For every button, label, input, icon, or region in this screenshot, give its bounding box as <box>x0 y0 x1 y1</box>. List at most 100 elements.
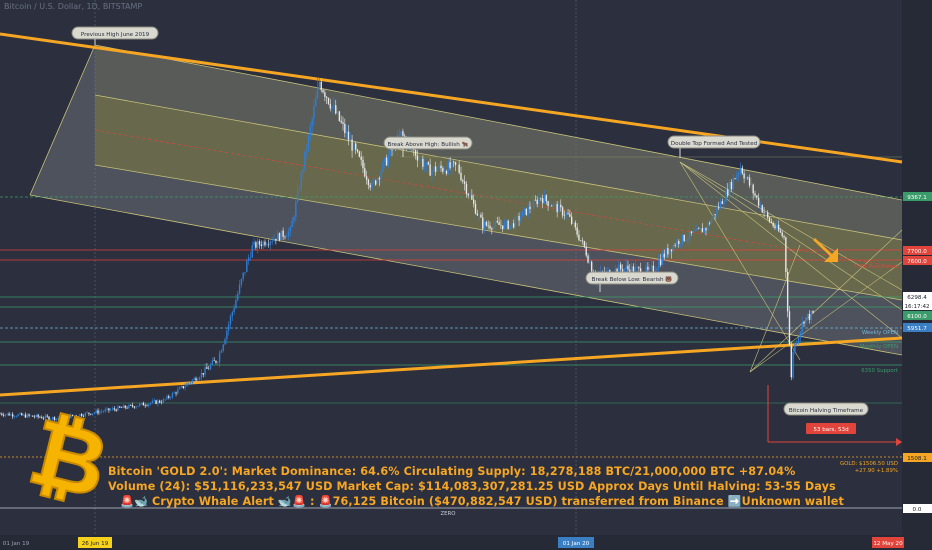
candle-body <box>146 405 148 407</box>
candle-body <box>82 416 85 417</box>
candle-body <box>344 123 346 134</box>
candle-body <box>168 396 170 398</box>
candle-body <box>723 201 725 205</box>
channel-mid-lower-line <box>94 164 903 301</box>
candle-body <box>734 178 736 180</box>
candle-body <box>812 310 814 313</box>
candle-body <box>505 220 508 223</box>
candle-body <box>652 265 655 272</box>
candle-body <box>15 416 18 417</box>
candle-body <box>534 199 537 201</box>
candle-body <box>445 171 448 174</box>
candle-body <box>324 92 326 97</box>
candle-body <box>193 378 195 380</box>
candle-body <box>494 221 497 226</box>
callout-double-top[interactable]: Double Top Formed And Tested <box>667 135 761 158</box>
candle-body <box>801 322 803 332</box>
candle-body <box>137 405 139 407</box>
candle-body <box>46 415 48 417</box>
callout-break-below-text: Break Below Low: Bearish 🐻 <box>592 275 673 283</box>
candle-body <box>482 217 484 229</box>
candle-body <box>62 415 65 419</box>
candle-body <box>425 162 428 166</box>
candle-body <box>17 414 19 417</box>
candle-body <box>237 293 239 301</box>
candle-body <box>748 177 751 186</box>
candle-body <box>440 165 442 169</box>
candle-body <box>716 207 718 215</box>
time-axis-panel[interactable] <box>0 535 932 550</box>
candle-body <box>433 166 435 171</box>
candle-body <box>358 151 361 157</box>
candle-body <box>690 231 693 234</box>
candle-body <box>794 344 796 352</box>
candle-body <box>26 414 28 418</box>
candle-body <box>730 182 733 190</box>
candle-body <box>492 225 495 230</box>
candle-body <box>215 360 217 363</box>
channel-left-edge <box>29 44 96 196</box>
channel-upper-fill <box>95 45 902 240</box>
stats-line-1: Bitcoin 'GOLD 2.0': Market Dominance: 64… <box>108 465 796 478</box>
candle-body <box>79 414 81 417</box>
candle-body <box>320 81 322 91</box>
candle-body <box>625 265 627 269</box>
callout-previous-high[interactable]: Previous High June 2019 <box>71 26 159 45</box>
candle-body <box>218 352 221 363</box>
callout-break-below[interactable]: Break Below Low: Bearish 🐻 <box>585 271 679 292</box>
candle-body <box>707 223 709 231</box>
candle-body <box>258 241 261 245</box>
candle-body <box>400 131 402 136</box>
candle-body <box>356 149 359 152</box>
candle-body <box>307 135 310 150</box>
candle-body <box>260 244 263 247</box>
candle-body <box>318 81 321 87</box>
candle-body <box>311 118 313 127</box>
candle-body <box>204 367 206 375</box>
candle-body <box>638 267 640 269</box>
candle-body <box>238 284 241 294</box>
candle-body <box>518 215 520 221</box>
candle-body <box>66 415 68 417</box>
candle-body <box>447 162 449 174</box>
weekly-open-label: Weekly OPEN <box>862 330 898 336</box>
candle-body <box>551 205 553 207</box>
candle-body <box>766 212 769 218</box>
candle-body <box>175 392 177 394</box>
candle-body <box>668 249 671 255</box>
price-axis-panel[interactable] <box>902 0 932 550</box>
candle-body <box>300 172 302 190</box>
candle-body <box>532 199 535 209</box>
candle-body <box>427 162 430 165</box>
candle-body <box>13 416 16 417</box>
candle-body <box>106 408 108 410</box>
candle-body <box>126 407 128 409</box>
candle-body <box>91 413 94 415</box>
candle-body <box>242 272 244 280</box>
candle-body <box>10 414 12 416</box>
candle-body <box>561 207 564 216</box>
callout-break-above[interactable]: Break Above High: Bullish 🐂 <box>383 136 473 157</box>
candle-body <box>166 396 168 400</box>
candle-body <box>99 411 101 414</box>
candle-body <box>431 170 433 176</box>
candle-body <box>309 126 312 136</box>
candle-body <box>434 166 437 172</box>
candle-body <box>144 405 146 407</box>
candle-body <box>649 268 651 270</box>
candle-body <box>124 405 126 408</box>
time-label-may-20: 12 May 20 <box>872 537 904 548</box>
candle-body <box>717 207 720 209</box>
candle-body <box>483 222 486 229</box>
candle-body <box>779 230 782 233</box>
candle-body <box>335 105 337 114</box>
candle-body <box>331 106 333 109</box>
candle-body <box>296 190 299 202</box>
candle-body <box>264 241 266 246</box>
candle-body <box>302 169 304 173</box>
candle-body <box>102 411 105 412</box>
candle-body <box>556 203 558 213</box>
candle-body <box>694 230 696 232</box>
callout-halving[interactable]: Bitcoin Halving Timeframe <box>783 402 869 416</box>
